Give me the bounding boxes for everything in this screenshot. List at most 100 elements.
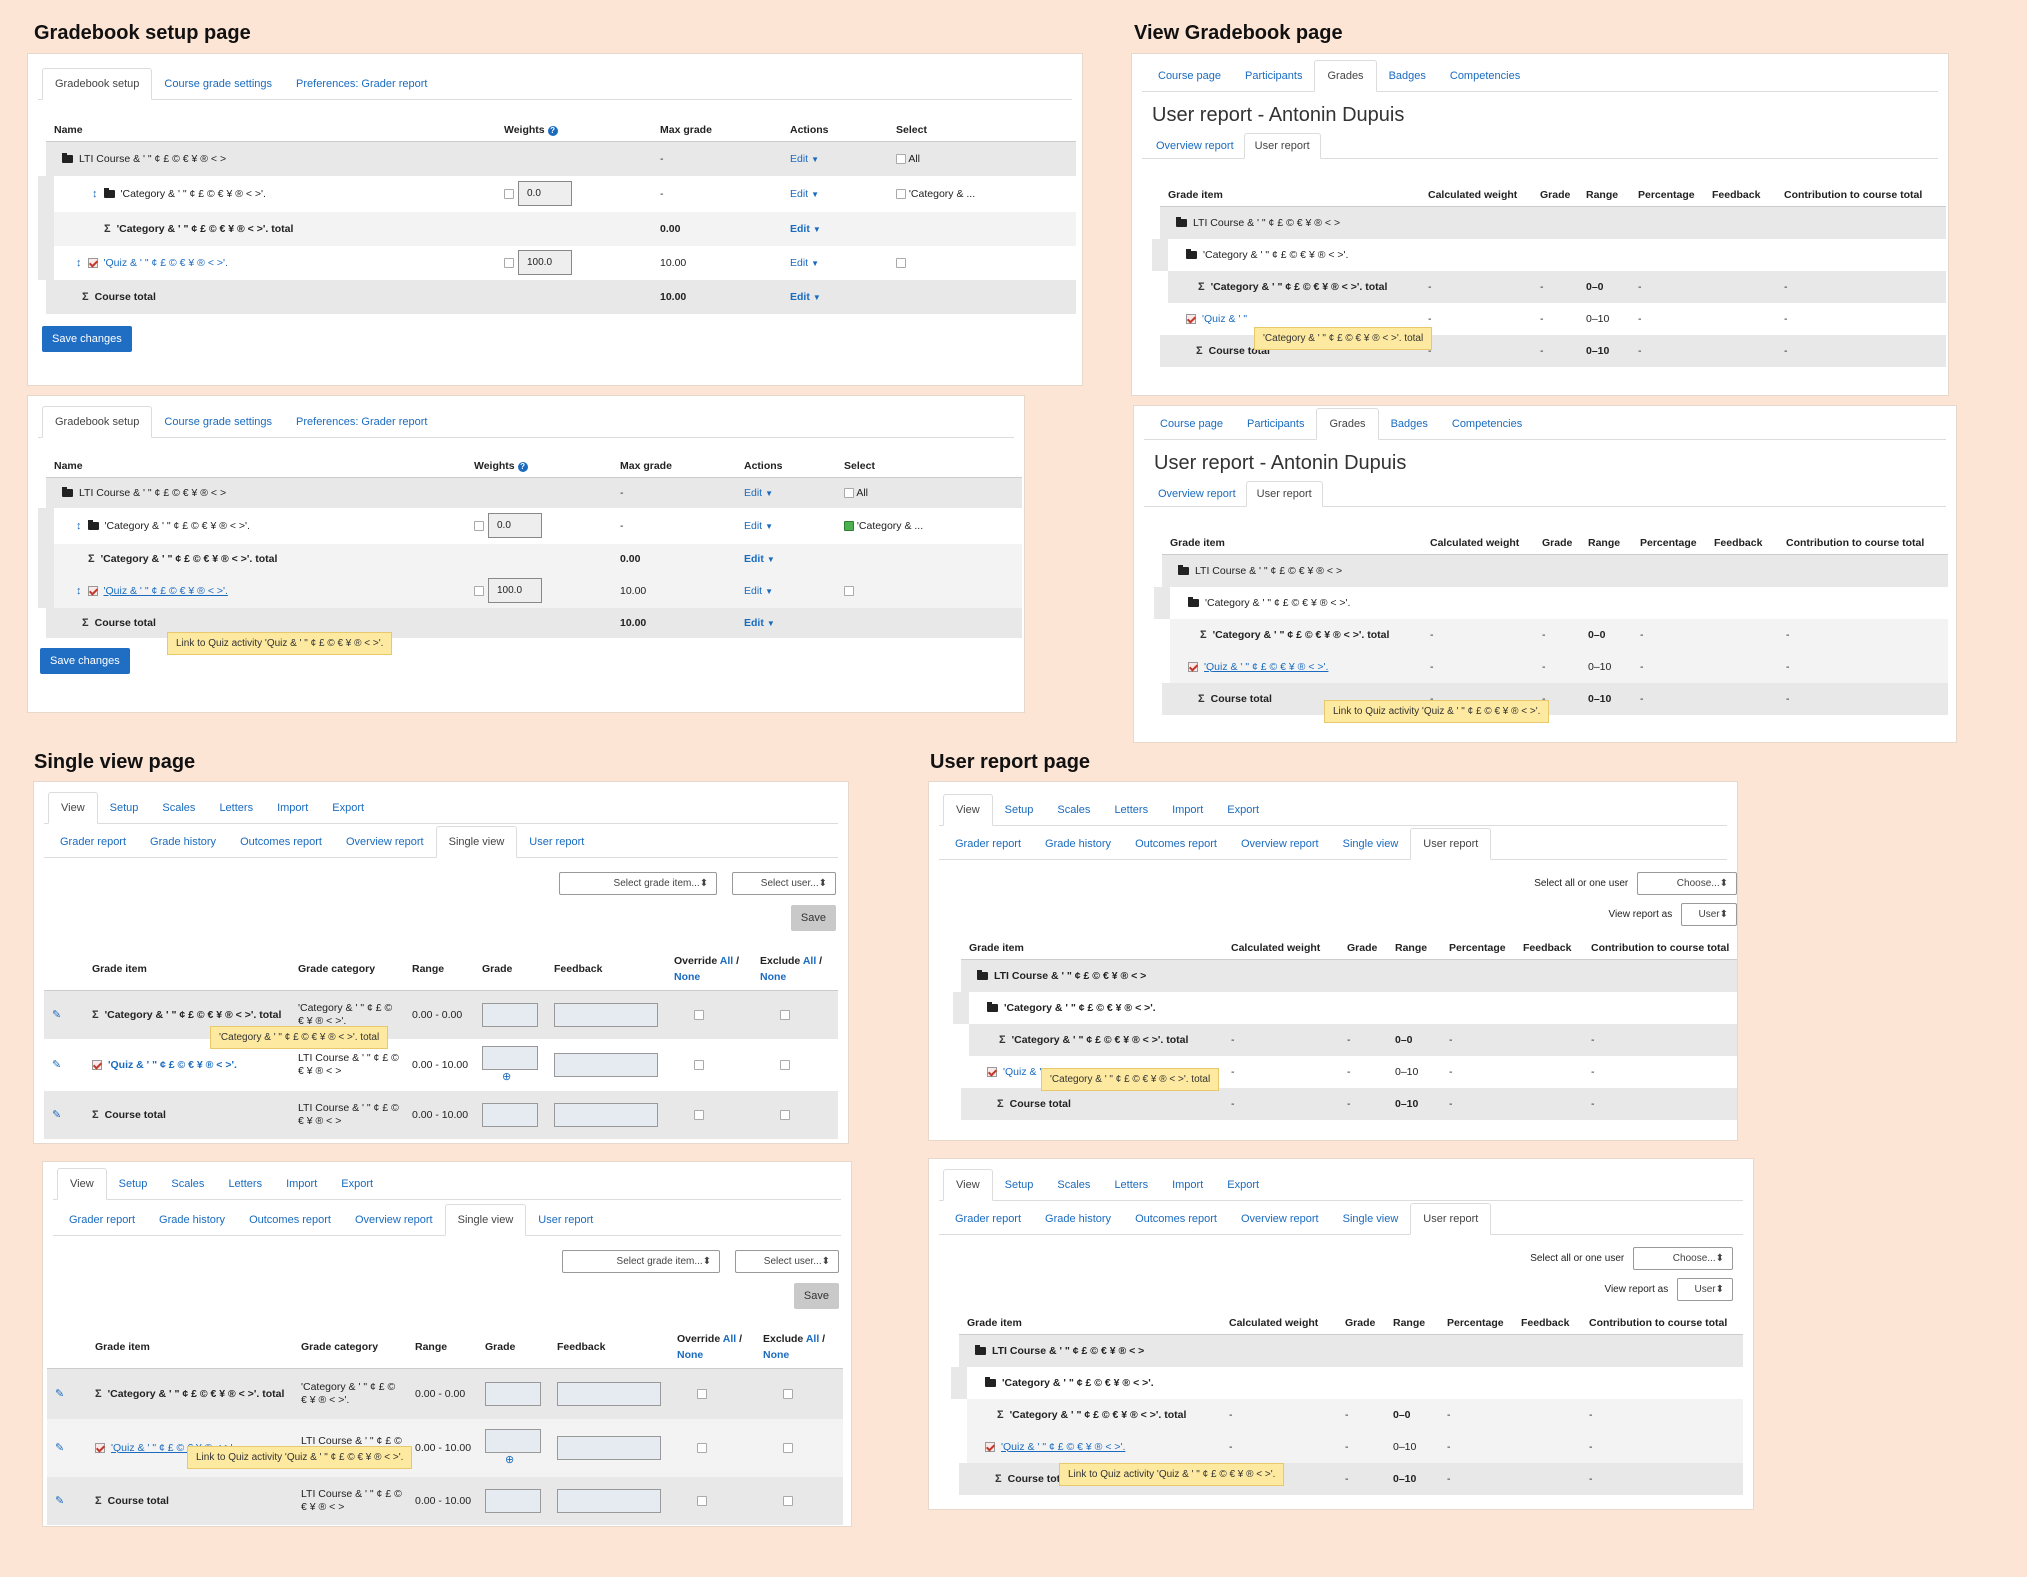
move-icon[interactable]: ↕ — [76, 256, 82, 269]
grade-input[interactable] — [485, 1381, 541, 1406]
tab-overview-report[interactable]: Overview report — [345, 836, 424, 848]
tab-export[interactable]: Export — [1227, 1179, 1260, 1191]
tab-overview-report[interactable]: Overview report — [1240, 1213, 1319, 1225]
override-checkbox[interactable] — [697, 1442, 707, 1453]
quiz-link[interactable]: 'Quiz & ' " ¢ £ © € ¥ ® < >'. — [1001, 1440, 1126, 1453]
tab-user-report[interactable]: User report — [1245, 481, 1323, 507]
tab-single-view[interactable]: Single view — [435, 826, 518, 858]
tab-setup[interactable]: Setup — [1004, 1179, 1034, 1191]
edit-menu[interactable]: Edit ▼ — [790, 256, 820, 269]
edit-menu[interactable]: Edit ▼ — [790, 222, 821, 235]
tab-grader-report[interactable]: Grader report — [69, 1214, 136, 1226]
tab-preferences-grader-report[interactable]: Preferences: Grader report — [296, 416, 428, 428]
tab-user-report[interactable]: User report — [1410, 1203, 1492, 1235]
exclude-checkbox[interactable] — [780, 1109, 790, 1120]
tab-view[interactable]: View — [57, 1168, 107, 1200]
select-category-checkbox[interactable] — [844, 520, 854, 531]
tab-overview-report[interactable]: Overview report — [1240, 838, 1319, 850]
tab-single-view[interactable]: Single view — [444, 1204, 527, 1236]
tab-letters[interactable]: Letters — [1114, 804, 1149, 816]
override-all-link[interactable]: All — [722, 1333, 737, 1345]
edit-menu[interactable]: Edit ▼ — [744, 584, 774, 597]
quiz-link[interactable]: 'Quiz & ' " ¢ £ © € ¥ ® < >'. — [103, 256, 228, 269]
tab-grade-history[interactable]: Grade history — [1045, 1213, 1112, 1225]
tab-user-report[interactable]: User report — [538, 1214, 594, 1226]
tab-export[interactable]: Export — [341, 1178, 374, 1190]
save-changes-button[interactable]: Save changes — [42, 325, 132, 352]
tab-grade-history[interactable]: Grade history — [1045, 838, 1112, 850]
feedback-input[interactable] — [554, 1052, 658, 1077]
tab-view[interactable]: View — [48, 792, 98, 824]
tab-outcomes-report[interactable]: Outcomes report — [1135, 838, 1217, 850]
quiz-link[interactable]: 'Quiz & ' " ¢ £ © € ¥ ® < >'. — [108, 1058, 237, 1071]
edit-menu[interactable]: Edit ▼ — [744, 486, 774, 499]
edit-menu[interactable]: Edit ▼ — [790, 152, 820, 165]
edit-pencil-icon[interactable]: ✎ — [52, 1109, 62, 1121]
tab-setup[interactable]: Setup — [1004, 804, 1034, 816]
tab-setup[interactable]: Setup — [118, 1178, 148, 1190]
tab-badges[interactable]: Badges — [1388, 70, 1426, 82]
tab-gradebook-setup[interactable]: Gradebook setup — [42, 68, 153, 100]
edit-pencil-icon[interactable]: ✎ — [52, 1059, 62, 1071]
tab-participants[interactable]: Participants — [1247, 418, 1305, 430]
quiz-link[interactable]: 'Quiz & ' — [1003, 1065, 1042, 1078]
tab-grader-report[interactable]: Grader report — [955, 1213, 1022, 1225]
weight-override-checkbox[interactable] — [474, 585, 484, 596]
edit-pencil-icon[interactable]: ✎ — [55, 1495, 65, 1507]
tab-letters[interactable]: Letters — [1114, 1179, 1149, 1191]
tab-scales[interactable]: Scales — [1057, 1179, 1091, 1191]
feedback-input[interactable] — [554, 1102, 658, 1127]
weight-input[interactable]: 100.0 — [488, 578, 542, 603]
feedback-input[interactable] — [557, 1381, 661, 1406]
exclude-checkbox[interactable] — [783, 1388, 793, 1399]
edit-menu[interactable]: Edit ▼ — [744, 552, 775, 565]
select-quiz-checkbox[interactable] — [844, 585, 854, 596]
edit-menu[interactable]: Edit ▼ — [790, 290, 821, 303]
select-grade-item-dropdown[interactable]: Select grade item... ⬍ — [559, 872, 718, 895]
quiz-link[interactable]: 'Quiz & ' " ¢ £ © € ¥ ® < >'. — [103, 584, 228, 597]
edit-menu[interactable]: Edit ▼ — [744, 519, 774, 532]
tab-grades[interactable]: Grades — [1316, 408, 1379, 440]
save-button[interactable]: Save — [793, 1283, 839, 1309]
grade-input[interactable] — [482, 1102, 538, 1127]
weight-input[interactable]: 0.0 — [488, 513, 542, 538]
tab-overview-report[interactable]: Overview report — [1158, 488, 1236, 500]
magnifier-icon[interactable]: ⊕ — [502, 1071, 512, 1083]
tab-scales[interactable]: Scales — [162, 802, 196, 814]
view-as-dropdown[interactable]: User ⬍ — [1681, 903, 1737, 926]
tab-setup[interactable]: Setup — [109, 802, 139, 814]
grade-input[interactable] — [485, 1429, 541, 1453]
save-button[interactable]: Save — [790, 905, 836, 931]
quiz-link[interactable]: 'Quiz & ' " — [1202, 312, 1248, 325]
tab-course-grade-settings[interactable]: Course grade settings — [164, 78, 273, 90]
select-user-dropdown[interactable]: Select user... ⬍ — [735, 1250, 839, 1273]
tab-gradebook-setup[interactable]: Gradebook setup — [42, 406, 153, 438]
exclude-all-link[interactable]: All — [805, 1333, 820, 1345]
tab-badges[interactable]: Badges — [1390, 418, 1428, 430]
tab-grade-history[interactable]: Grade history — [150, 836, 217, 848]
tab-view[interactable]: View — [943, 1169, 993, 1201]
tab-course-page[interactable]: Course page — [1158, 70, 1221, 82]
feedback-input[interactable] — [557, 1435, 661, 1460]
tab-import[interactable]: Import — [1172, 1179, 1204, 1191]
help-icon[interactable]: ? — [547, 126, 558, 136]
select-all-checkbox[interactable] — [844, 487, 854, 498]
feedback-input[interactable] — [554, 1002, 658, 1027]
weight-override-checkbox[interactable] — [474, 520, 484, 531]
tab-export[interactable]: Export — [1227, 804, 1260, 816]
select-category-checkbox[interactable] — [896, 188, 906, 199]
tab-overview-report[interactable]: Overview report — [1156, 140, 1234, 152]
tab-import[interactable]: Import — [277, 802, 309, 814]
tab-export[interactable]: Export — [332, 802, 365, 814]
tab-participants[interactable]: Participants — [1245, 70, 1303, 82]
weight-override-checkbox[interactable] — [504, 188, 514, 199]
tab-user-report[interactable]: User report — [529, 836, 585, 848]
override-none-link[interactable]: None — [677, 1349, 704, 1361]
exclude-none-link[interactable]: None — [760, 971, 787, 983]
weight-override-checkbox[interactable] — [504, 257, 514, 268]
tab-competencies[interactable]: Competencies — [1451, 418, 1523, 430]
tab-outcomes-report[interactable]: Outcomes report — [1135, 1213, 1217, 1225]
exclude-checkbox[interactable] — [783, 1442, 793, 1453]
choose-user-dropdown[interactable]: Choose... ⬍ — [1637, 872, 1737, 895]
magnifier-icon[interactable]: ⊕ — [505, 1454, 515, 1466]
